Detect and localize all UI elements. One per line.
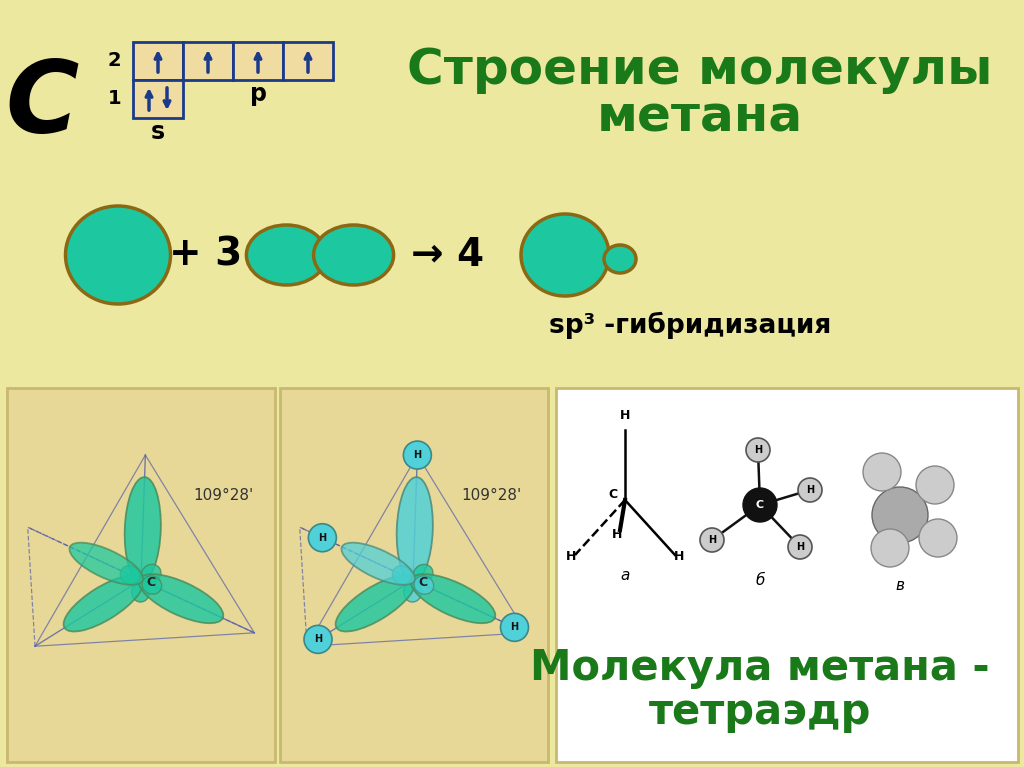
Text: H: H [611, 528, 623, 541]
Ellipse shape [336, 575, 416, 631]
Ellipse shape [392, 566, 412, 584]
Ellipse shape [604, 245, 636, 273]
Ellipse shape [63, 575, 143, 631]
Text: H: H [314, 634, 323, 644]
Ellipse shape [139, 574, 223, 624]
Text: H: H [414, 450, 422, 460]
Ellipse shape [414, 565, 433, 583]
Circle shape [919, 519, 957, 557]
Text: H: H [318, 533, 327, 543]
Text: метана: метана [597, 94, 803, 142]
Text: C: C [419, 575, 428, 588]
Ellipse shape [341, 542, 415, 585]
Ellipse shape [125, 477, 161, 582]
Ellipse shape [403, 582, 422, 602]
Circle shape [798, 478, 822, 502]
Text: а: а [621, 568, 630, 583]
Circle shape [700, 528, 724, 552]
Circle shape [863, 453, 901, 491]
Ellipse shape [141, 565, 161, 583]
Ellipse shape [247, 225, 327, 285]
Ellipse shape [66, 206, 171, 304]
Text: → 4: → 4 [412, 236, 484, 274]
Text: H: H [796, 542, 804, 552]
Circle shape [746, 438, 770, 462]
Text: 1: 1 [108, 90, 121, 108]
Ellipse shape [403, 441, 431, 469]
Bar [556, 388, 1018, 762]
Text: H: H [754, 445, 762, 455]
Text: H: H [566, 550, 577, 563]
Text: 109°28': 109°28' [461, 488, 521, 502]
Ellipse shape [396, 477, 433, 582]
Text: 2: 2 [108, 51, 121, 71]
Ellipse shape [411, 574, 496, 624]
Text: C: C [608, 489, 617, 502]
Text: H: H [620, 409, 630, 422]
Bar [133, 80, 183, 118]
Bar [233, 42, 283, 80]
Text: C: C [5, 57, 79, 153]
Text: б: б [756, 573, 765, 588]
Text: p: p [250, 82, 266, 106]
Text: C: C [756, 500, 764, 510]
Text: sp³ -гибридизация: sp³ -гибридизация [549, 311, 831, 338]
Circle shape [872, 487, 928, 543]
Circle shape [871, 529, 909, 567]
Bar [133, 42, 183, 80]
Bar [280, 388, 548, 762]
Text: Молекула метана -: Молекула метана - [530, 647, 990, 689]
Circle shape [788, 535, 812, 559]
Text: H: H [510, 622, 518, 632]
Ellipse shape [308, 524, 336, 551]
Ellipse shape [131, 582, 150, 602]
Text: C: C [146, 575, 156, 588]
Text: s: s [151, 120, 165, 144]
Ellipse shape [521, 214, 609, 296]
Bar [7, 388, 275, 762]
Text: H: H [806, 485, 814, 495]
Text: H: H [674, 550, 684, 563]
Text: в: в [896, 578, 904, 593]
Text: Строение молекулы: Строение молекулы [408, 46, 992, 94]
Ellipse shape [70, 542, 143, 585]
Ellipse shape [304, 625, 332, 653]
Text: тетраэдр: тетраэдр [649, 691, 871, 733]
Text: + 3: + 3 [169, 236, 243, 274]
Ellipse shape [142, 576, 162, 594]
Ellipse shape [313, 225, 393, 285]
Text: H: H [708, 535, 716, 545]
Text: 109°28': 109°28' [193, 488, 253, 502]
Bar [183, 42, 233, 80]
Ellipse shape [120, 566, 140, 584]
Circle shape [916, 466, 954, 504]
Bar [283, 42, 333, 80]
Ellipse shape [414, 576, 434, 594]
Circle shape [743, 488, 777, 522]
Ellipse shape [501, 614, 528, 641]
